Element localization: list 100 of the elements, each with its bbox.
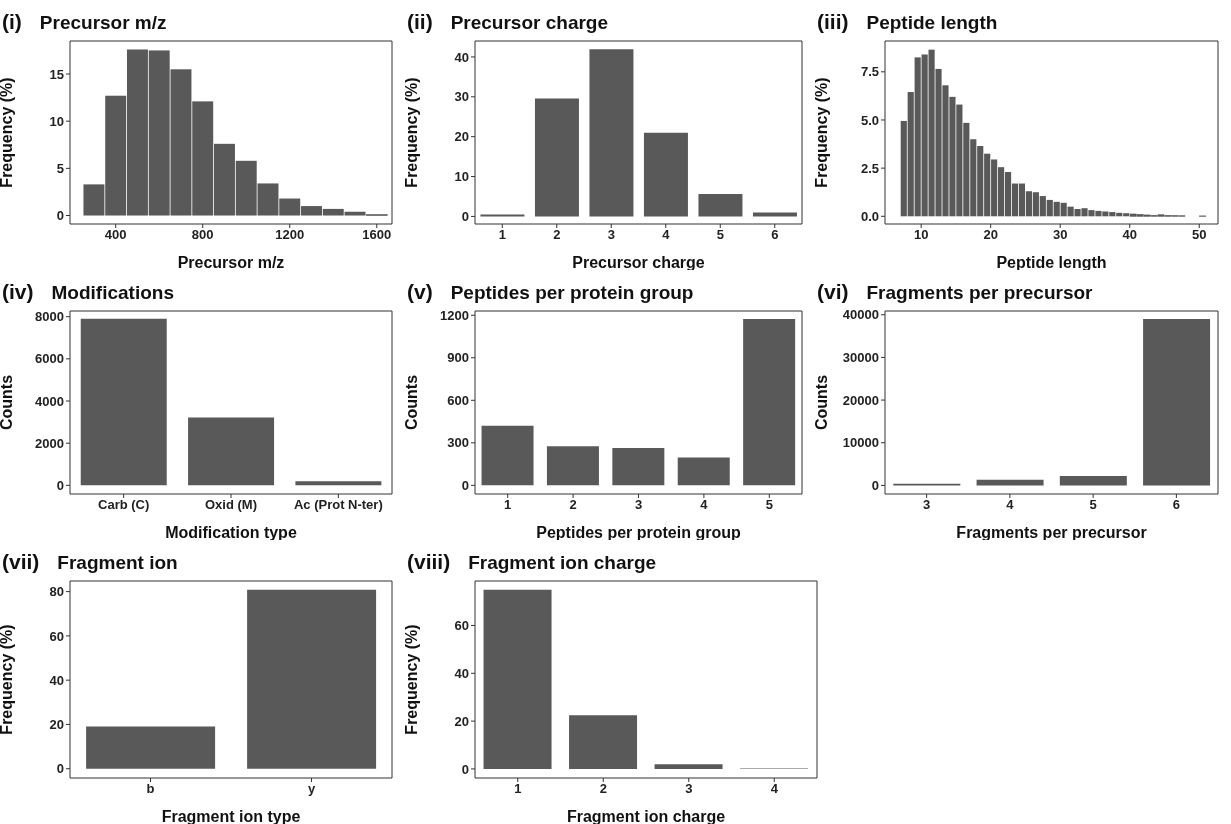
y-tick-label: 60 (454, 618, 469, 634)
y-tick-label: 20000 (842, 392, 879, 408)
x-tick-label: b (146, 781, 155, 797)
x-tick-label: Ac (Prot N-ter) (293, 497, 383, 513)
y-tick-label: 80 (49, 584, 64, 600)
y-axis-title: Frequency (%) (402, 624, 420, 735)
x-tick-label: 3 (685, 781, 693, 797)
y-tick-label: 40 (49, 672, 64, 688)
y-axis-title: Frequency (%) (0, 624, 15, 735)
bar (643, 132, 688, 217)
bar (481, 425, 534, 486)
chart-title: Precursor charge (450, 12, 609, 34)
y-tick-label: 0 (461, 209, 469, 225)
bar (698, 194, 743, 217)
bar (743, 318, 796, 486)
x-tick-label: 4 (1006, 497, 1015, 513)
text: (ii) (407, 10, 433, 34)
bar (569, 715, 638, 769)
y-tick-label: 0 (461, 761, 469, 777)
text: (i) (2, 10, 22, 34)
y-axis-title: Frequency (%) (0, 77, 15, 188)
x-axis-title: Precursor m/z (177, 254, 285, 271)
bar (677, 457, 730, 486)
x-tick-label: 3 (634, 497, 643, 513)
y-tick-label: 2.5 (860, 160, 879, 176)
bar (1143, 319, 1211, 486)
chart-title: Fragments per precursor (866, 282, 1093, 304)
chart-title: Modifications (51, 282, 174, 304)
y-tick-label: 300 (447, 435, 469, 451)
y-axis-title: Frequency (%) (812, 77, 830, 188)
x-tick-label: 400 (104, 227, 127, 243)
x-tick-label: 2 (569, 497, 577, 513)
text: (vi) (817, 280, 849, 304)
x-tick-label: 5 (716, 227, 724, 243)
chart-title: Peptide length (866, 12, 998, 34)
text: (iv) (2, 280, 34, 304)
y-tick-label: 900 (447, 350, 469, 366)
y-tick-label: 2000 (35, 435, 64, 451)
text: (vii) (2, 550, 40, 574)
y-tick-label: 0 (56, 477, 64, 493)
x-tick-label: 2 (553, 227, 561, 243)
y-tick-label: 30 (454, 89, 469, 105)
bar (1059, 476, 1127, 486)
chart-title: Peptides per protein group (450, 282, 694, 304)
x-tick-label: 1200 (275, 227, 305, 243)
y-tick-label: 0 (871, 478, 879, 493)
y-tick-label: 10 (49, 113, 64, 129)
y-tick-label: 15 (49, 66, 64, 82)
y-tick-label: 5.0 (860, 112, 879, 128)
y-tick-label: 600 (447, 392, 469, 408)
y-axis-title: Counts (812, 374, 830, 431)
x-tick-label: 5 (765, 497, 773, 513)
bar (188, 417, 275, 486)
y-axis-title: Frequency (%) (402, 77, 420, 188)
x-tick-label: 20 (983, 227, 998, 243)
x-tick-label: 40 (1122, 227, 1137, 243)
y-tick-label: 20 (454, 713, 469, 729)
x-tick-label: 10 (913, 227, 929, 243)
y-tick-label: 0 (461, 477, 469, 493)
chart-title: Fragment ion charge (468, 552, 657, 574)
y-tick-label: 20 (454, 129, 469, 145)
chart-title: Precursor m/z (39, 12, 167, 34)
y-tick-label: 5 (56, 160, 64, 176)
bar (483, 589, 552, 769)
y-tick-label: 10000 (842, 435, 879, 451)
text: (viii) (407, 550, 451, 574)
y-axis-title: Counts (0, 374, 15, 431)
bar (752, 212, 797, 217)
bar (80, 318, 167, 486)
y-tick-label: 1200 (440, 307, 469, 323)
bar (589, 49, 634, 217)
bar (546, 446, 599, 486)
x-tick-label: 30 (1052, 227, 1068, 243)
x-tick-label: 3 (923, 497, 931, 513)
y-tick-label: 4000 (35, 393, 64, 409)
bar (534, 98, 579, 217)
bar (654, 764, 723, 769)
y-tick-label: 7.5 (860, 64, 879, 80)
y-tick-label: 0 (56, 208, 64, 224)
y-tick-label: 8000 (35, 309, 64, 325)
x-tick-label: 4 (662, 227, 671, 243)
y-axis-title: Counts (402, 374, 420, 431)
y-tick-label: 0.0 (860, 208, 879, 224)
y-tick-label: 40 (454, 665, 469, 681)
y-tick-label: 30000 (842, 350, 879, 366)
y-tick-label: 0 (56, 761, 64, 777)
text: (iii) (817, 10, 849, 34)
y-tick-label: 10 (454, 169, 469, 185)
x-tick-label: 4 (700, 497, 709, 513)
x-tick-label: 800 (191, 227, 214, 243)
x-tick-label: 6 (771, 227, 779, 243)
x-tick-label: 1600 (362, 227, 392, 243)
x-tick-label: 3 (607, 227, 615, 243)
x-tick-label: 1 (514, 781, 522, 797)
y-tick-label: 6000 (35, 351, 64, 367)
bar (295, 481, 382, 486)
chart-title: Fragment ion (57, 552, 178, 574)
x-tick-label: Oxid (M) (205, 497, 257, 513)
x-tick-label: 5 (1089, 497, 1097, 513)
y-tick-label: 40 (454, 49, 469, 65)
